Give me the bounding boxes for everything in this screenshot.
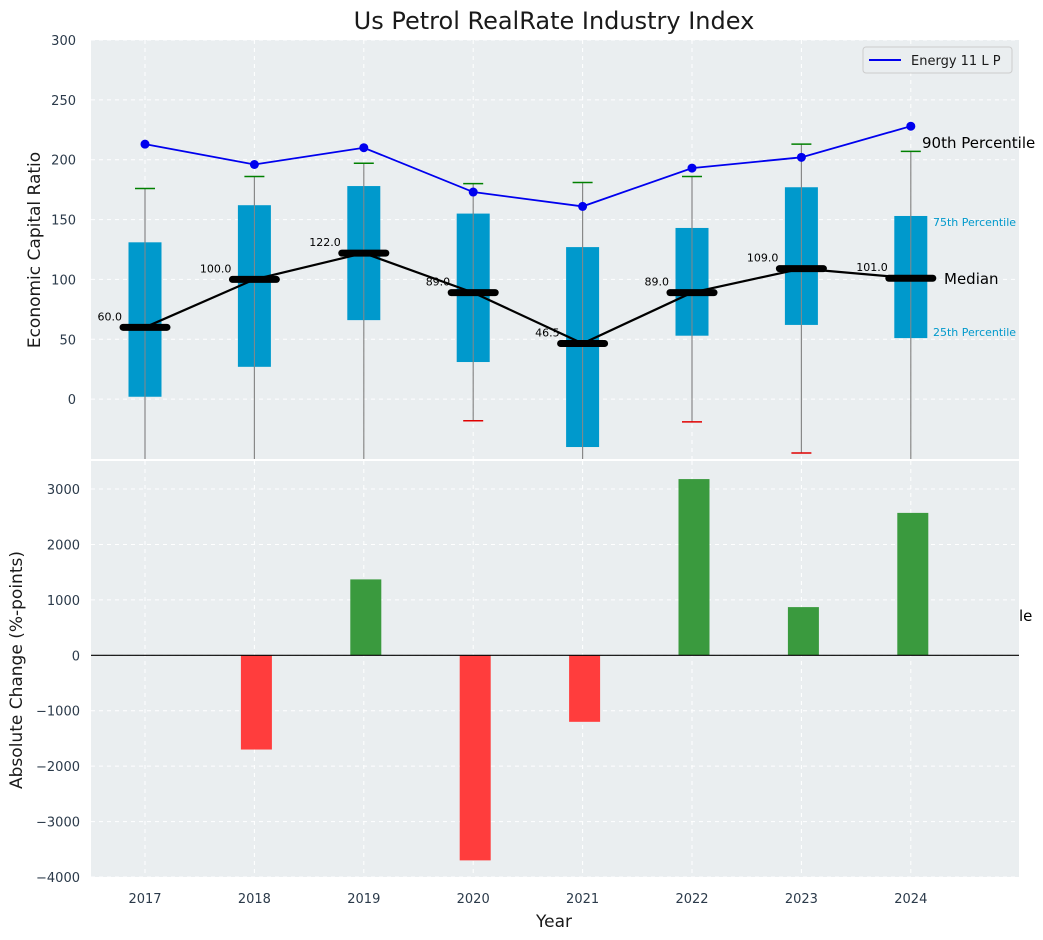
bottom-y-tick-label: −3000 bbox=[36, 816, 80, 831]
box-plot-group: 60.0 100.0 122.0 89.0 46.5 89.0 109.0 101.0 bbox=[98, 143, 937, 459]
change-bar-2022 bbox=[678, 479, 710, 656]
bottom-panel: −4000 −3000 −2000 −1000 0 1000 2000 3000 le 201… bbox=[7, 461, 1032, 932]
x-tick-label: 2023 bbox=[785, 892, 818, 907]
annotation-25th-percentile: 25th Percentile bbox=[933, 326, 1016, 339]
annotation-75th-percentile: 75th Percentile bbox=[933, 216, 1016, 229]
x-tick-label: 2020 bbox=[457, 892, 490, 907]
median-value-label: 46.5 bbox=[535, 326, 560, 339]
bottom-y-tick-label: 2000 bbox=[47, 538, 80, 553]
change-bar-2020 bbox=[459, 655, 491, 861]
legend-box bbox=[862, 46, 1013, 74]
line-series-point bbox=[578, 201, 588, 211]
top-y-tick-label: 100 bbox=[51, 273, 76, 288]
box-2018 bbox=[237, 175, 271, 459]
bottom-y-tick-label: 3000 bbox=[47, 483, 80, 498]
annotation-90th-percentile: 90th Percentile bbox=[922, 134, 1035, 152]
x-axis-ticks: 2017 2018 2019 2020 2021 2022 2023 2024 bbox=[128, 892, 927, 907]
x-tick-label: 2022 bbox=[675, 892, 708, 907]
chart-title: Us Petrol RealRate Industry Index bbox=[354, 7, 755, 35]
top-y-ticks: 0 50 100 150 200 250 300 bbox=[51, 34, 76, 408]
box-2021 bbox=[566, 181, 600, 459]
median-value-label: 89.0 bbox=[645, 276, 670, 289]
top-y-tick-label: 0 bbox=[68, 393, 76, 408]
bar-group bbox=[240, 479, 929, 861]
median-value-label: 101.0 bbox=[856, 261, 888, 274]
bottom-y-tick-label: −2000 bbox=[36, 760, 80, 775]
line-series-point bbox=[687, 163, 697, 173]
change-bar-2024 bbox=[897, 512, 929, 656]
percentile-annotations: 90th Percentile 75th Percentile Median 2… bbox=[922, 134, 1035, 339]
line-series-point bbox=[906, 121, 916, 131]
line-series-point bbox=[359, 143, 369, 153]
box-2022 bbox=[675, 175, 709, 423]
x-tick-label: 2024 bbox=[894, 892, 927, 907]
median-value-label: 89.0 bbox=[426, 276, 451, 289]
bottom-y-tick-label: −4000 bbox=[36, 871, 80, 886]
change-bar-2019 bbox=[350, 579, 382, 656]
top-panel: 0 50 100 150 200 250 300 60.0 100.0 122.0 89.0 46.… bbox=[25, 34, 1035, 459]
box-2023 bbox=[784, 143, 818, 454]
top-plot-background bbox=[91, 40, 1019, 459]
median-value-label: 100.0 bbox=[200, 262, 232, 275]
top-y-tick-label: 200 bbox=[51, 154, 76, 169]
x-tick-label: 2019 bbox=[347, 892, 380, 907]
median-trend-line bbox=[144, 251, 911, 345]
median-value-label: 122.0 bbox=[309, 236, 341, 249]
line-series-point bbox=[468, 187, 478, 197]
line-series-point bbox=[796, 152, 806, 162]
x-tick-label: 2021 bbox=[566, 892, 599, 907]
x-tick-label: 2018 bbox=[238, 892, 271, 907]
top-y-axis-label: Economic Capital Ratio bbox=[25, 152, 45, 348]
top-y-tick-label: 300 bbox=[51, 34, 76, 49]
bottom-y-axis-label: Absolute Change (%-points) bbox=[7, 551, 27, 789]
top-y-tick-label: 250 bbox=[51, 94, 76, 109]
line-series-point bbox=[249, 160, 259, 170]
box-2017 bbox=[128, 187, 162, 459]
legend-entry-label: Energy 11 L P bbox=[911, 54, 1001, 69]
legend: Energy 11 L P bbox=[862, 46, 1013, 74]
change-bar-2023 bbox=[787, 607, 819, 656]
bottom-y-ticks: −4000 −3000 −2000 −1000 0 1000 2000 3000 bbox=[36, 483, 80, 886]
x-axis-label: Year bbox=[535, 912, 572, 932]
median-value-label: 109.0 bbox=[747, 252, 779, 265]
x-tick-label: 2017 bbox=[128, 892, 161, 907]
bottom-y-tick-label: −1000 bbox=[36, 705, 80, 720]
clipped-annotation: le bbox=[1019, 607, 1032, 625]
median-value-label: 60.0 bbox=[98, 310, 123, 323]
change-bar-2018 bbox=[240, 655, 272, 750]
bottom-y-tick-label: 1000 bbox=[47, 594, 80, 609]
line-series-point bbox=[140, 139, 150, 149]
top-y-tick-label: 150 bbox=[51, 214, 76, 229]
bottom-plot-background bbox=[91, 461, 1019, 877]
change-bar-2021 bbox=[569, 655, 601, 722]
bottom-y-tick-label: 0 bbox=[72, 649, 80, 664]
line-series-group bbox=[140, 121, 916, 211]
annotation-median: Median bbox=[944, 270, 999, 288]
top-y-tick-label: 50 bbox=[59, 333, 76, 348]
line-series-path bbox=[144, 125, 912, 208]
